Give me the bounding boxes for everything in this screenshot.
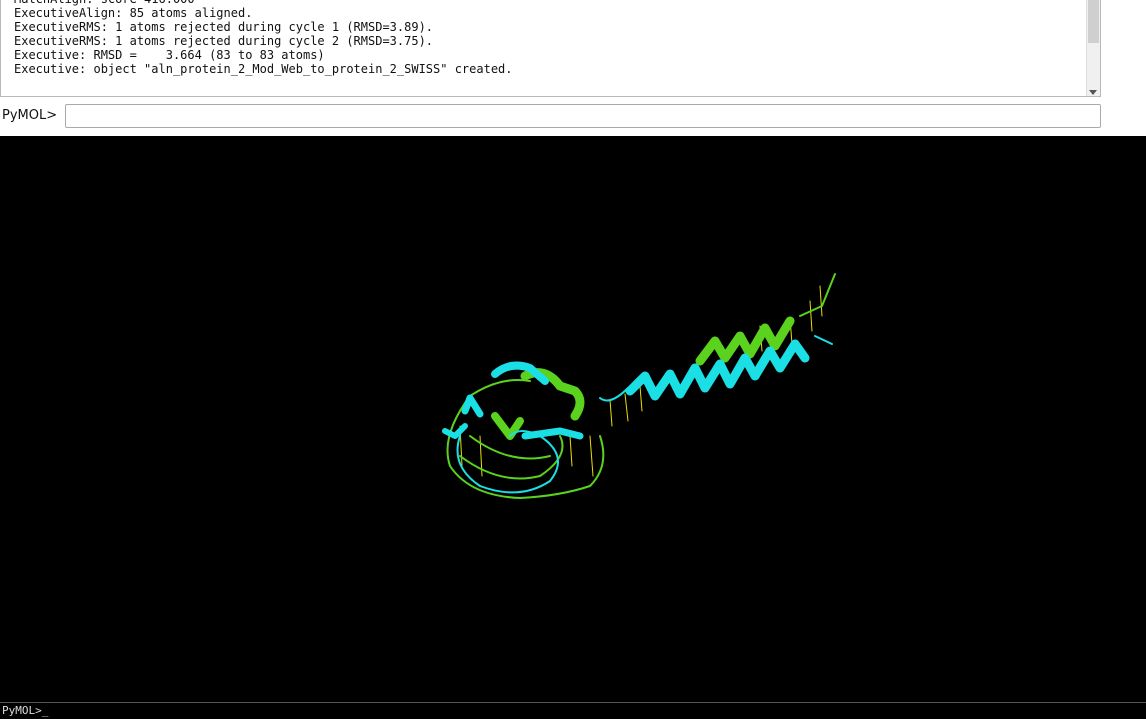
log-line: Executive: object "aln_protein_2_Mod_Web… [14, 62, 513, 76]
log-panel: MatchAlign: score 416.000ExecutiveAlign:… [0, 0, 1101, 97]
scrollbar[interactable] [1086, 0, 1100, 96]
status-bar: PyMOL>_ [0, 702, 1146, 719]
log-line: ExecutiveRMS: 1 atoms rejected during cy… [14, 20, 434, 34]
prompt-label: PyMOL> [2, 108, 58, 123]
log-line: Executive: RMSD = 3.664 (83 to 83 atoms) [14, 48, 325, 62]
command-input[interactable] [65, 104, 1101, 128]
scroll-down[interactable] [1089, 90, 1097, 95]
scroll-thumb[interactable] [1088, 0, 1099, 43]
molecule [442, 273, 836, 499]
cyan-chain [442, 335, 833, 494]
log-line: MatchAlign: score 416.000 [14, 0, 513, 6]
log-lines: MatchAlign: score 416.000ExecutiveAlign:… [14, 0, 513, 76]
molecule-viewer[interactable] [0, 136, 1146, 719]
log-line: ExecutiveRMS: 1 atoms rejected during cy… [14, 34, 434, 48]
log-line: ExecutiveAlign: 85 atoms aligned. [14, 6, 253, 20]
status-prompt: PyMOL>_ [2, 704, 49, 717]
